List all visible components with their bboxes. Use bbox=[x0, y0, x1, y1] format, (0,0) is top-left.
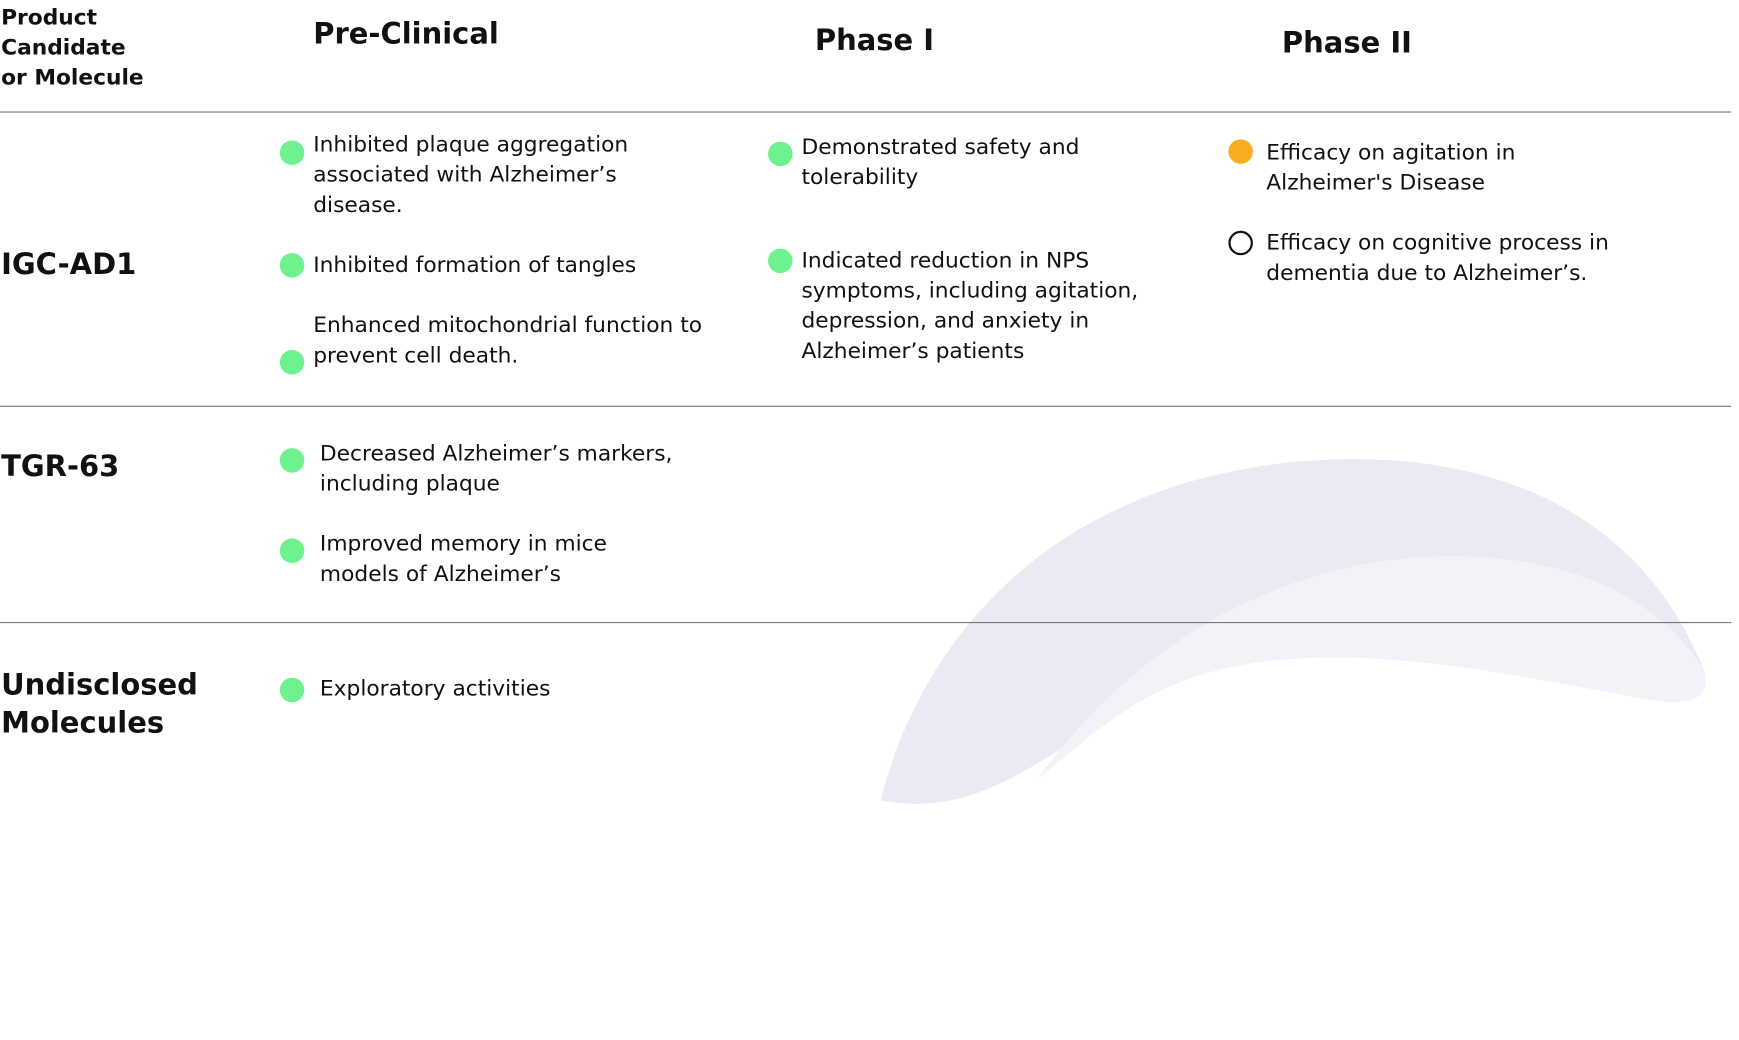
milestone-text: Enhanced mitochondrial function to preve… bbox=[313, 312, 703, 368]
milestone-text: Indicated reduction in NPS symptoms, inc… bbox=[801, 247, 1139, 364]
row-name: Undisclosed Molecules bbox=[1, 668, 198, 741]
header-title: Product Candidate or Molecule bbox=[1, 4, 144, 91]
status-dot bbox=[279, 253, 305, 278]
row-name: IGC-AD1 bbox=[1, 248, 137, 283]
milestone-text: Demonstrated safety and tolerability bbox=[801, 133, 1080, 190]
row-divider bbox=[0, 405, 1732, 407]
status-dot bbox=[279, 350, 305, 375]
status-dot bbox=[279, 677, 305, 703]
status-dot bbox=[1228, 139, 1253, 164]
milestone-text: Inhibited formation of tangles bbox=[313, 251, 637, 278]
status-dot bbox=[1228, 230, 1253, 256]
row-name: TGR-63 bbox=[1, 450, 120, 484]
status-dot bbox=[279, 538, 305, 563]
status-dot bbox=[768, 248, 793, 274]
milestone-text: Improved memory in mice models of Alzhei… bbox=[319, 530, 608, 587]
milestone-text: Efficacy on agitation in Alzheimer's Dis… bbox=[1266, 139, 1516, 196]
column-header: Phase I bbox=[814, 24, 935, 58]
column-header: Pre-Clinical bbox=[313, 17, 499, 52]
milestone-text: Inhibited plaque aggregation associated … bbox=[313, 131, 629, 218]
milestone-text: Efficacy on cognitive process in dementi… bbox=[1266, 229, 1609, 286]
status-dot bbox=[279, 140, 305, 165]
row-divider bbox=[0, 622, 1732, 624]
status-dot bbox=[279, 448, 305, 473]
status-dot bbox=[768, 141, 793, 167]
row-divider bbox=[0, 111, 1732, 113]
column-header: Phase II bbox=[1281, 26, 1412, 61]
milestone-text: Decreased Alzheimer’s markers, including… bbox=[319, 440, 673, 497]
milestone-text: Exploratory activities bbox=[319, 675, 551, 702]
